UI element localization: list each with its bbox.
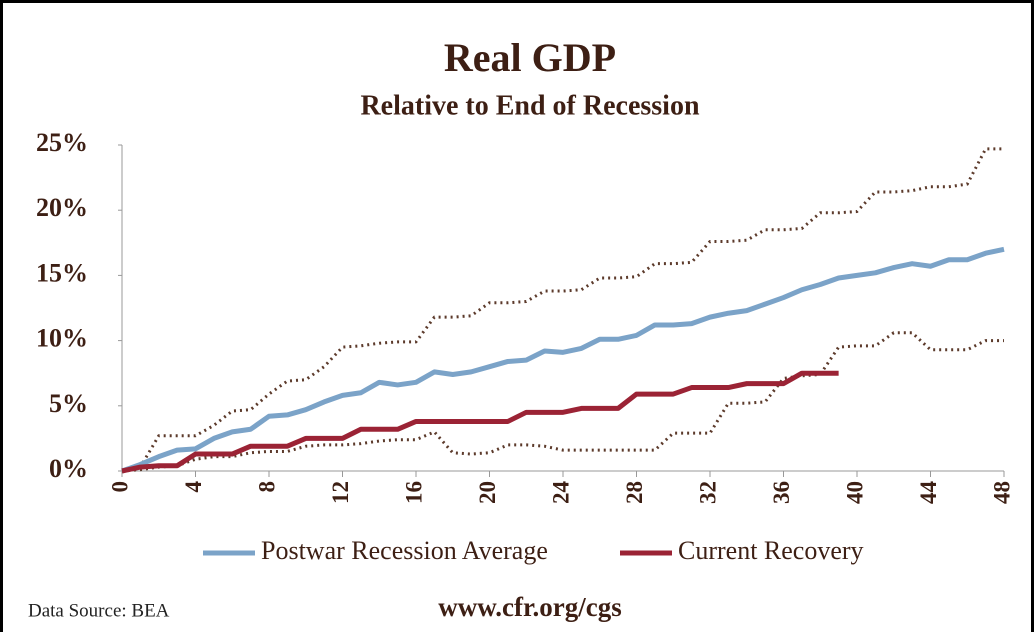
- x-tick-label: 32: [695, 481, 720, 504]
- x-tick-label: 40: [842, 481, 867, 504]
- chart-title: Real GDP: [444, 35, 616, 80]
- x-tick-label: 0: [107, 481, 132, 493]
- legend-label: Current Recovery: [678, 536, 864, 565]
- y-tick-label: 5%: [49, 389, 88, 418]
- legend-label: Postwar Recession Average: [261, 536, 548, 565]
- x-tick-label: 20: [475, 481, 500, 504]
- y-tick-label: 15%: [36, 258, 88, 287]
- series-line: [121, 246, 1005, 474]
- y-tick-label: 20%: [36, 193, 88, 222]
- x-tick-label: 36: [769, 481, 794, 504]
- x-tick-label: 4: [181, 481, 206, 493]
- x-tick-label: 16: [401, 481, 426, 504]
- x-tick-label: 44: [916, 481, 941, 505]
- x-tick-label: 28: [622, 481, 647, 504]
- y-tick-label: 10%: [36, 324, 88, 353]
- source: Data Source: BEA: [28, 600, 170, 621]
- series-line: [121, 370, 839, 474]
- chart-subtitle: Relative to End of Recession: [360, 90, 700, 121]
- y-tick-label: 0%: [49, 454, 88, 483]
- y-tick-label: 25%: [36, 128, 88, 157]
- series-line: [121, 147, 1004, 473]
- series-line: [121, 331, 1004, 473]
- footer: www.cfr.org/cgs: [438, 592, 621, 622]
- x-tick-label: 12: [328, 481, 353, 504]
- x-tick-label: 8: [254, 481, 279, 493]
- x-tick-label: 48: [989, 481, 1014, 504]
- x-tick-label: 24: [548, 481, 573, 505]
